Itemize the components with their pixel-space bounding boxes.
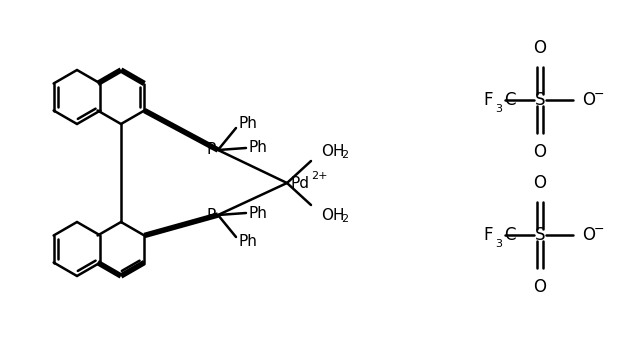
Text: S: S (535, 91, 545, 109)
Text: −: − (594, 88, 605, 100)
Text: O: O (582, 91, 595, 109)
Text: P: P (206, 208, 216, 222)
Text: S: S (535, 226, 545, 244)
Text: OH: OH (321, 144, 344, 158)
Text: Ph: Ph (248, 206, 267, 220)
Text: 2: 2 (341, 150, 348, 160)
Text: O: O (534, 278, 547, 296)
Text: C: C (504, 226, 515, 244)
Text: F: F (483, 226, 493, 244)
Text: Ph: Ph (238, 234, 257, 248)
Text: P: P (206, 143, 216, 157)
Text: Pd: Pd (291, 175, 310, 191)
Text: Ph: Ph (248, 140, 267, 155)
Text: 3: 3 (495, 239, 502, 249)
Text: O: O (534, 174, 547, 192)
Text: O: O (582, 226, 595, 244)
Text: OH: OH (321, 208, 344, 222)
Text: 2+: 2+ (311, 171, 328, 181)
Text: C: C (504, 91, 515, 109)
Text: O: O (534, 39, 547, 57)
Text: −: − (594, 222, 605, 236)
Text: 3: 3 (495, 104, 502, 114)
Text: F: F (483, 91, 493, 109)
Text: 2: 2 (341, 214, 348, 224)
Text: O: O (534, 143, 547, 161)
Text: Ph: Ph (238, 117, 257, 131)
